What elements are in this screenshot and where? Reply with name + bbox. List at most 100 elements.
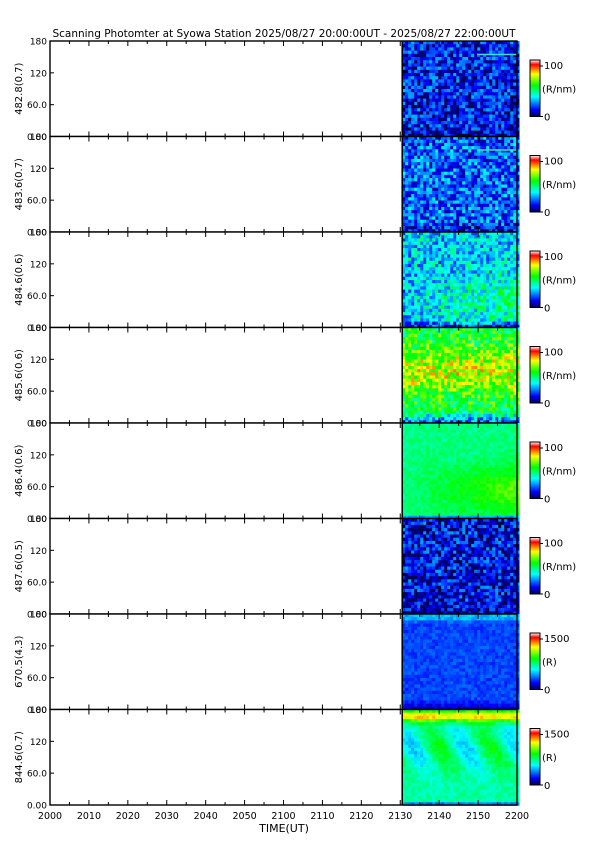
- heatmap-cell: [480, 292, 484, 297]
- heatmap-cell: [492, 76, 496, 80]
- heatmap-cell: [498, 315, 502, 319]
- heatmap-cell: [417, 378, 421, 383]
- heatmap-cell: [495, 95, 499, 99]
- heatmap-cell: [474, 238, 478, 242]
- heatmap-cell: [402, 315, 406, 319]
- heatmap-cell: [444, 372, 448, 376]
- heatmap-cell: [402, 222, 406, 227]
- heatmap-cell: [417, 292, 421, 297]
- heatmap-cell: [498, 305, 502, 310]
- heatmap-cell: [513, 229, 517, 233]
- heatmap-cell: [456, 257, 460, 262]
- heatmap-cell: [498, 404, 502, 408]
- heatmap-cell: [411, 254, 415, 258]
- heatmap-cell: [474, 213, 478, 217]
- heatmap-cell: [480, 381, 484, 386]
- heatmap-cell: [417, 375, 421, 379]
- heatmap-cell: [483, 362, 487, 367]
- heatmap-cell: [471, 105, 475, 109]
- heatmap-cell: [405, 57, 409, 61]
- heatmap-cell: [420, 401, 424, 405]
- heatmap-cell: [417, 79, 421, 83]
- heatmap-cell: [408, 158, 412, 163]
- heatmap-cell: [468, 92, 472, 96]
- heatmap-cell: [474, 203, 478, 208]
- heatmap-cell: [477, 378, 481, 383]
- heatmap-cell: [513, 378, 517, 383]
- heatmap-cell: [414, 401, 418, 405]
- heatmap-cell: [501, 222, 505, 227]
- heatmap-cell: [426, 73, 430, 77]
- heatmap-cell: [486, 50, 490, 55]
- heatmap-cell: [498, 401, 502, 405]
- heatmap-cell: [405, 53, 409, 58]
- heatmap-cell: [480, 197, 484, 201]
- heatmap-cell: [501, 353, 505, 357]
- heatmap-cell: [507, 229, 511, 233]
- heatmap-cell: [447, 197, 451, 201]
- heatmap-cell: [450, 187, 454, 192]
- heatmap-cell: [429, 226, 433, 230]
- heatmap-cell: [510, 407, 514, 411]
- heatmap-cell: [507, 69, 511, 74]
- heatmap-cell: [408, 248, 412, 252]
- heatmap-cell: [435, 139, 439, 144]
- heatmap-cell: [429, 292, 433, 297]
- heatmap-cell: [426, 44, 430, 48]
- heatmap-cell: [414, 187, 418, 192]
- heatmap-cell: [483, 178, 487, 182]
- heatmap-cell: [438, 296, 442, 300]
- heatmap-cell: [432, 299, 436, 303]
- heatmap-cell: [444, 155, 448, 160]
- heatmap-cell: [495, 305, 499, 310]
- heatmap-cell: [456, 124, 460, 128]
- heatmap-cell: [483, 229, 487, 233]
- heatmap-cell: [432, 155, 436, 160]
- heatmap-cell: [495, 47, 499, 51]
- heatmap-cell: [420, 105, 424, 109]
- heatmap-cell: [504, 241, 508, 246]
- heatmap-cell: [408, 254, 412, 258]
- heatmap-cell: [426, 155, 430, 160]
- heatmap-cell: [402, 66, 406, 71]
- heatmap-cell: [411, 124, 415, 128]
- heatmap-cell: [426, 270, 430, 274]
- heatmap-cell: [462, 340, 466, 344]
- heatmap-cell: [489, 296, 493, 300]
- heatmap-cell: [405, 273, 409, 278]
- heatmap-cell: [510, 397, 514, 402]
- heatmap-cell: [513, 324, 517, 329]
- heatmap-cell: [417, 238, 421, 242]
- heatmap-cell: [405, 82, 409, 87]
- heatmap-cell: [435, 168, 439, 172]
- heatmap-cell: [468, 362, 472, 367]
- heatmap-cell: [417, 356, 421, 360]
- heatmap-cell: [507, 101, 511, 106]
- heatmap-cell: [435, 292, 439, 297]
- heatmap-cell: [462, 394, 466, 399]
- heatmap-cell: [477, 385, 481, 389]
- heatmap-cell: [426, 57, 430, 61]
- heatmap-cell: [441, 397, 445, 402]
- heatmap-cell: [408, 264, 412, 268]
- heatmap-cell: [456, 318, 460, 322]
- heatmap-cell: [501, 401, 505, 405]
- heatmap-cell: [459, 349, 463, 354]
- heatmap-cell: [444, 385, 448, 389]
- heatmap-cell: [417, 165, 421, 169]
- heatmap-cell: [414, 305, 418, 310]
- heatmap-cell: [459, 315, 463, 319]
- heatmap-cell: [492, 241, 496, 246]
- heatmap-cell: [513, 407, 517, 411]
- heatmap-cell: [420, 124, 424, 128]
- heatmap-cell: [495, 235, 499, 239]
- heatmap-cell: [414, 244, 418, 249]
- heatmap-cell: [468, 413, 472, 418]
- heatmap-cell: [453, 50, 457, 55]
- heatmap-cell: [504, 165, 508, 169]
- heatmap-cell: [465, 385, 469, 389]
- heatmap-cell: [414, 397, 418, 402]
- heatmap-cell: [465, 178, 469, 182]
- heatmap-cell: [426, 257, 430, 262]
- heatmap-cell: [426, 305, 430, 310]
